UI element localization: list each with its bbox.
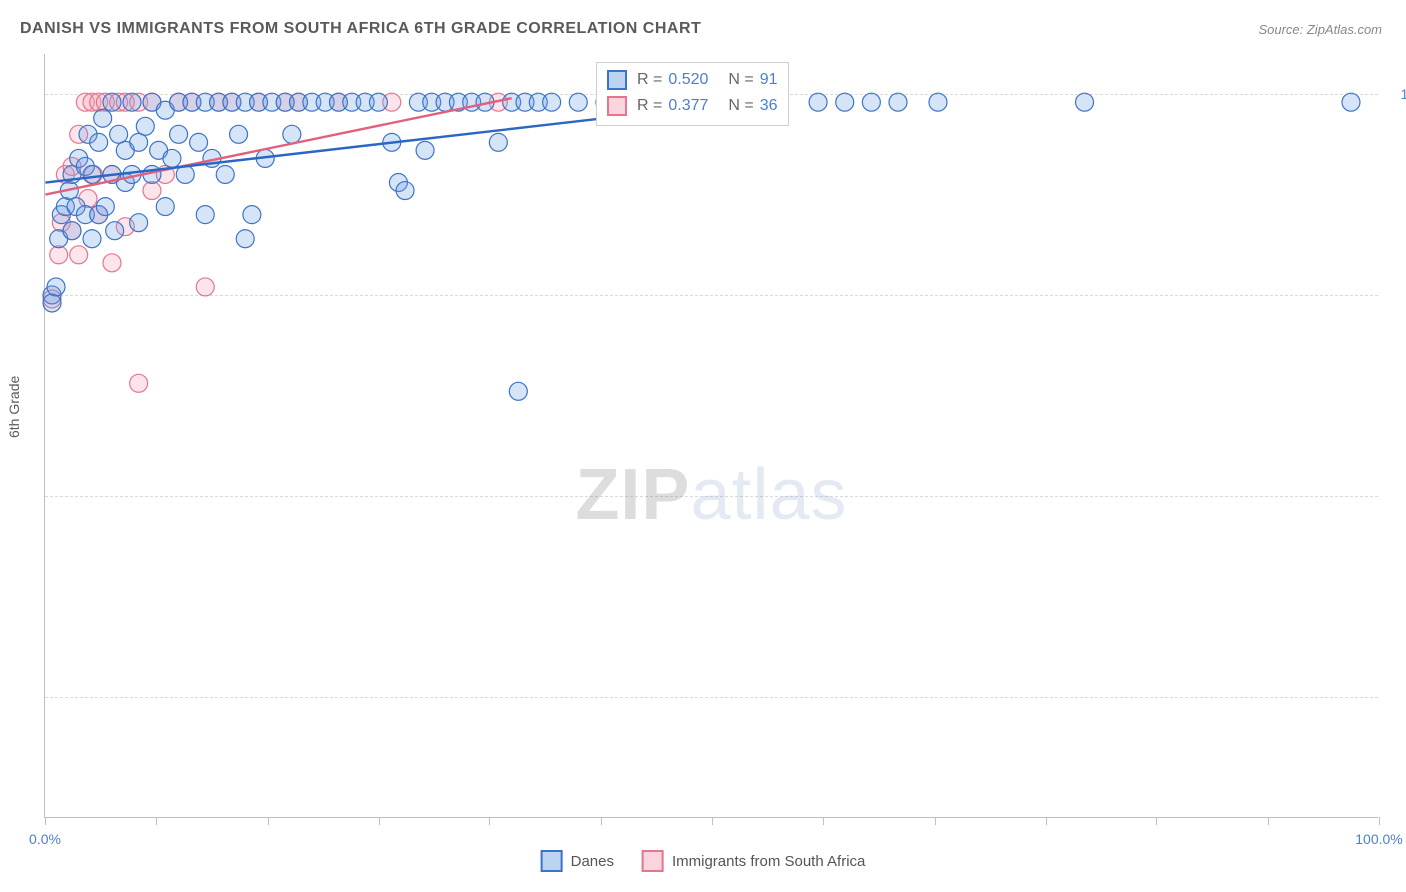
x-tick — [379, 817, 380, 825]
x-tick — [1046, 817, 1047, 825]
legend-item: Immigrants from South Africa — [642, 850, 865, 872]
x-tick — [935, 817, 936, 825]
stat-r-val: 0.377 — [668, 93, 708, 119]
scatter-point — [1076, 93, 1094, 111]
stat-row: R = 0.520 N = 91 — [607, 67, 778, 93]
x-tick — [156, 817, 157, 825]
scatter-point — [103, 254, 121, 272]
scatter-point — [143, 182, 161, 200]
scatter-point — [396, 182, 414, 200]
scatter-point — [509, 382, 527, 400]
scatter-point — [103, 93, 121, 111]
scatter-point — [50, 246, 68, 264]
y-axis-title: 6th Grade — [6, 376, 22, 438]
stat-r-val: 0.520 — [668, 67, 708, 93]
trend-line — [45, 98, 511, 194]
legend-label: Danes — [571, 853, 614, 870]
stat-n-label: N = — [728, 67, 753, 93]
legend-swatch — [541, 850, 563, 872]
scatter-point — [196, 206, 214, 224]
scatter-point — [190, 133, 208, 151]
scatter-point — [136, 117, 154, 135]
scatter-point — [1342, 93, 1360, 111]
stat-n-val: 91 — [760, 67, 778, 93]
scatter-point — [809, 93, 827, 111]
x-tick — [601, 817, 602, 825]
x-tick — [489, 817, 490, 825]
y-tick-label: 95.0% — [1388, 488, 1406, 504]
chart-plot-area: ZIPatlas 92.5%95.0%97.5%100.0%0.0%100.0% — [44, 54, 1378, 818]
scatter-point — [889, 93, 907, 111]
legend-swatch — [607, 70, 627, 90]
scatter-point — [196, 278, 214, 296]
legend-label: Immigrants from South Africa — [672, 853, 865, 870]
scatter-point — [369, 93, 387, 111]
stat-r-label: R = — [637, 67, 662, 93]
scatter-point — [83, 230, 101, 248]
scatter-point — [416, 141, 434, 159]
scatter-point — [83, 165, 101, 183]
bottom-legend: Danes Immigrants from South Africa — [541, 850, 866, 872]
scatter-point — [243, 206, 261, 224]
legend-swatch — [642, 850, 664, 872]
stat-row: R = 0.377 N = 36 — [607, 93, 778, 119]
scatter-point — [106, 222, 124, 240]
scatter-point — [94, 109, 112, 127]
scatter-point — [862, 93, 880, 111]
scatter-point — [230, 125, 248, 143]
legend-swatch — [607, 96, 627, 116]
stat-r-label: R = — [637, 93, 662, 119]
x-tick — [1156, 817, 1157, 825]
x-tick — [268, 817, 269, 825]
scatter-point — [47, 278, 65, 296]
x-tick-label: 100.0% — [1355, 831, 1402, 847]
x-tick-label: 0.0% — [29, 831, 61, 847]
source-label: Source: ZipAtlas.com — [1258, 22, 1382, 37]
scatter-svg — [45, 54, 1378, 817]
y-tick-label: 97.5% — [1388, 287, 1406, 303]
scatter-point — [123, 93, 141, 111]
scatter-point — [130, 374, 148, 392]
x-tick — [712, 817, 713, 825]
x-tick — [1379, 817, 1380, 825]
scatter-point — [43, 294, 61, 312]
y-tick-label: 100.0% — [1388, 86, 1406, 102]
scatter-point — [929, 93, 947, 111]
legend-item: Danes — [541, 850, 614, 872]
x-tick — [823, 817, 824, 825]
chart-title: DANISH VS IMMIGRANTS FROM SOUTH AFRICA 6… — [20, 20, 701, 38]
x-tick — [1268, 817, 1269, 825]
scatter-point — [236, 230, 254, 248]
scatter-point — [170, 125, 188, 143]
scatter-point — [283, 125, 301, 143]
scatter-point — [569, 93, 587, 111]
scatter-point — [63, 222, 81, 240]
stat-n-val: 36 — [760, 93, 778, 119]
scatter-point — [90, 133, 108, 151]
y-tick-label: 92.5% — [1388, 689, 1406, 705]
x-tick — [45, 817, 46, 825]
scatter-point — [130, 214, 148, 232]
scatter-point — [156, 198, 174, 216]
stat-box: R = 0.520 N = 91 R = 0.377 N = 36 — [596, 62, 789, 126]
scatter-point — [836, 93, 854, 111]
scatter-point — [489, 133, 507, 151]
scatter-point — [216, 165, 234, 183]
scatter-point — [543, 93, 561, 111]
scatter-point — [70, 246, 88, 264]
stat-n-label: N = — [728, 93, 753, 119]
scatter-point — [96, 198, 114, 216]
scatter-point — [130, 133, 148, 151]
scatter-point — [163, 149, 181, 167]
scatter-point — [110, 125, 128, 143]
